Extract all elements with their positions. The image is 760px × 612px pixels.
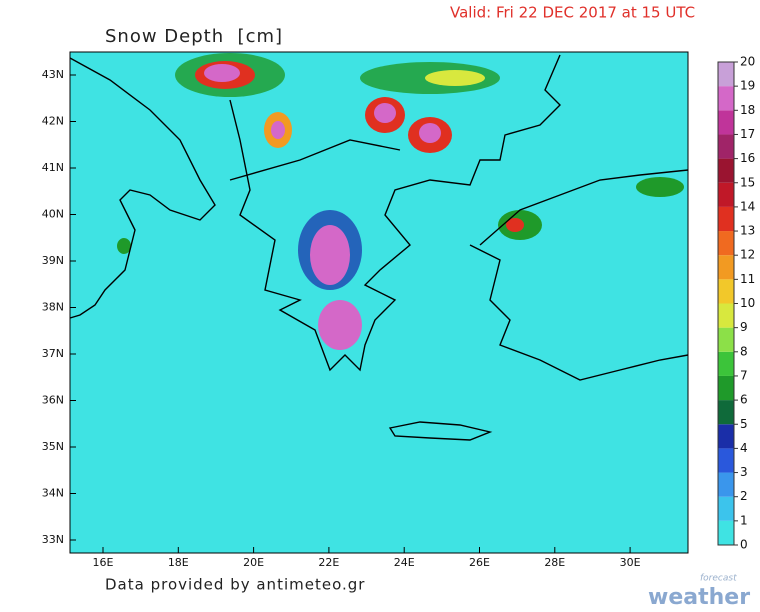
latitude-labels: 43N 42N 41N 40N 39N 38N 37N 36N 35N 34N 33N <box>42 68 76 546</box>
lat-label: 41N <box>42 161 64 174</box>
colorbar-segment <box>718 520 734 545</box>
colorbar-label: 12 <box>740 248 755 262</box>
lat-label: 42N <box>42 115 64 128</box>
longitude-labels: 16E 18E 20E 22E 24E 26E 28E 30E <box>93 547 641 569</box>
colorbar-segment <box>718 255 734 280</box>
colorbar-label: 9 <box>740 320 748 334</box>
lat-label: 43N <box>42 68 64 81</box>
lon-label: 18E <box>168 556 189 569</box>
colorbar-label: 15 <box>740 175 755 189</box>
colorbar-segment <box>718 496 734 521</box>
colorbar-label: 2 <box>740 489 748 503</box>
lat-label: 39N <box>42 254 64 267</box>
lat-label: 33N <box>42 533 64 546</box>
colorbar-segment <box>718 375 734 401</box>
colorbar-label: 17 <box>740 127 755 141</box>
colorbar-segment <box>718 62 734 87</box>
lon-label: 22E <box>318 556 339 569</box>
logo-top: forecast <box>700 574 737 584</box>
colorbar-label: 8 <box>740 344 748 358</box>
colorbar-segment <box>718 182 734 207</box>
valid-time: Valid: Fri 22 DEC 2017 at 15 UTC <box>450 4 695 22</box>
colorbar-segment <box>718 279 734 304</box>
colorbar-segment <box>718 400 734 425</box>
colorbar-label: 19 <box>740 79 755 93</box>
colorbar-segment <box>718 134 734 159</box>
colorbar-label: 3 <box>740 465 748 479</box>
colorbar-label: 1 <box>740 513 748 527</box>
colorbar-label: 6 <box>740 393 748 407</box>
map-frame <box>69 51 689 554</box>
map-title: Snow Depth [cm] <box>105 26 283 47</box>
colorbar-segment <box>718 110 734 135</box>
lat-label: 40N <box>42 208 64 221</box>
lat-label: 35N <box>42 440 64 453</box>
footer: Data provided by antimeteo.gr <box>105 576 365 594</box>
colorbar-label: 0 <box>740 538 748 552</box>
snow <box>117 53 684 350</box>
lon-label: 28E <box>544 556 565 569</box>
lat-label: 37N <box>42 347 64 360</box>
lon-label: 20E <box>243 556 264 569</box>
lon-label: 30E <box>620 556 641 569</box>
colorbar-label: 10 <box>740 296 755 310</box>
lon-label: 16E <box>93 556 114 569</box>
colorbar-segment <box>718 158 734 183</box>
map: 43N 42N 41N 40N 39N 38N 37N 36N 35N 34N 33N 16E 18E… <box>42 51 689 569</box>
lat-label: 36N <box>42 394 64 407</box>
colorbar-label: 13 <box>740 224 755 238</box>
colorbar-label: 16 <box>740 151 755 165</box>
coastlines <box>69 54 689 441</box>
lon-label: 24E <box>394 556 415 569</box>
logo-bottom: weather <box>648 585 750 608</box>
colorbar-label: 7 <box>740 368 748 382</box>
lon-label: 26E <box>469 556 490 569</box>
colorbar-label: 14 <box>740 199 755 213</box>
colorbar-segment <box>718 448 734 473</box>
colorbar-segment <box>718 231 734 256</box>
colorbar-segment <box>718 206 734 232</box>
colorbar-label: 4 <box>740 441 748 455</box>
lat-label: 34N <box>42 487 64 500</box>
colorbar-label: 18 <box>740 103 755 117</box>
colorbar-label: 20 <box>740 55 755 69</box>
colorbar-segment <box>718 472 734 497</box>
colorbar-label: 5 <box>740 417 748 431</box>
colorbar-label: 11 <box>740 272 755 286</box>
colorbar-segment <box>718 327 734 352</box>
colorbar-segment <box>718 351 734 376</box>
colorbar-segment <box>718 303 734 328</box>
lat-label: 38N <box>42 301 64 314</box>
colorbar-segment <box>718 86 734 111</box>
colorbar-segment <box>718 424 734 449</box>
